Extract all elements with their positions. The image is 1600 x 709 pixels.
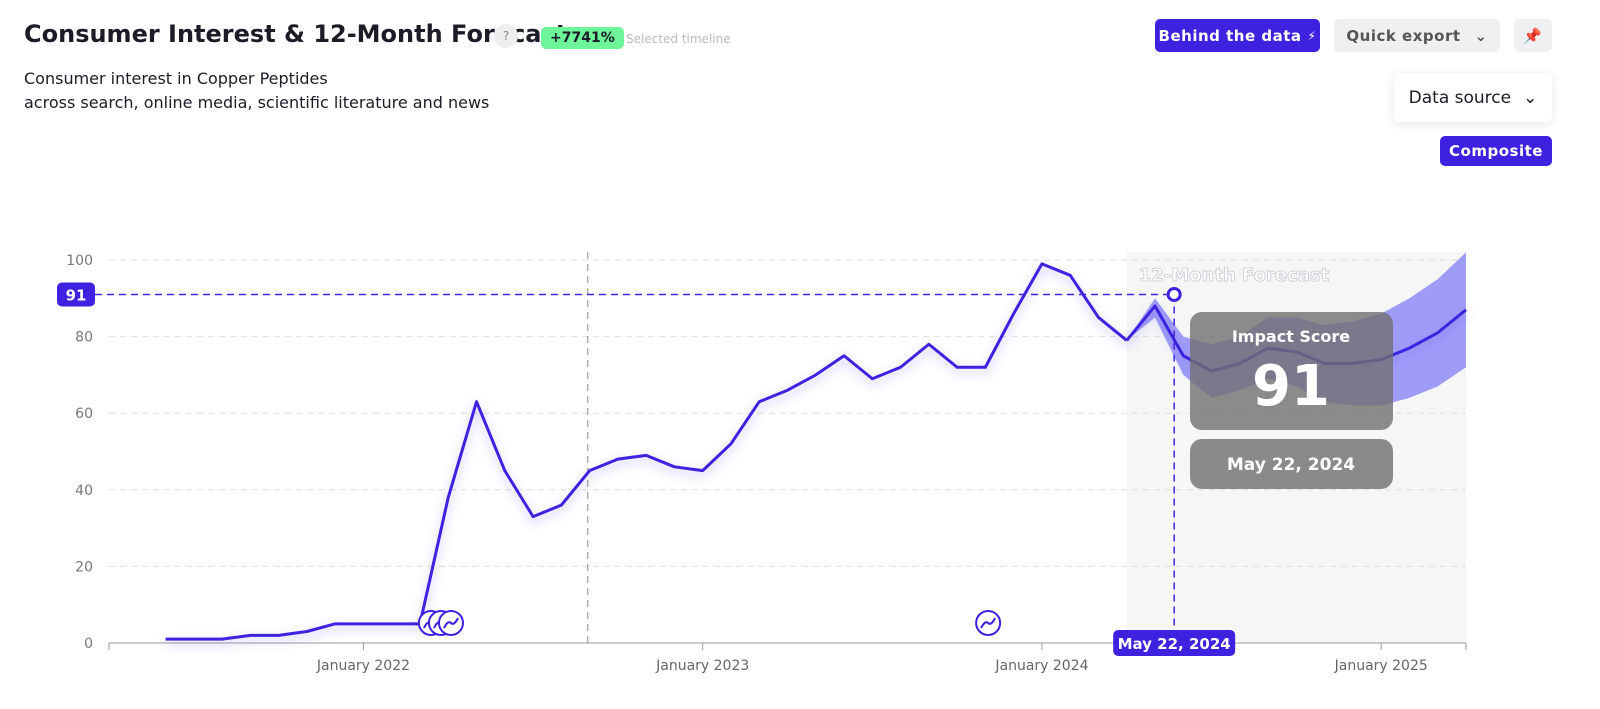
date-tag-label: May 22, 2024 [1118,635,1231,653]
subtitle: Consumer interest in Copper Peptides [24,69,328,88]
date-box [1190,439,1393,489]
behind-data-button[interactable]: Behind the data ⚡ [1155,19,1320,52]
dropdown-label: Data source [1408,87,1512,108]
source-option[interactable]: Composite [1440,136,1552,166]
y-tick-label: 60 [75,406,93,422]
value-tag-label: 91 [66,286,87,304]
y-tick-label: 0 [84,636,93,652]
y-tick-label: 20 [75,559,93,575]
x-tick-label: January 2024 [994,658,1088,674]
score-title: Impact Score [1232,327,1350,346]
y-tick-label: 40 [75,483,93,499]
y-tick-label: 100 [66,253,93,269]
bolt-icon: ⚡ [1307,28,1317,43]
score-value: 91 [1252,354,1330,419]
chevron-icon: ⌄ [1474,26,1488,45]
export-button[interactable]: Quick export ⌄ [1334,19,1500,52]
event-glyph [443,617,459,629]
button-label: Behind the data [1158,26,1302,45]
event-marker [975,610,1002,636]
change-badge: +7741% [541,27,624,49]
value-tag [57,282,95,307]
x-tick-label: January 2025 [1334,658,1428,674]
subtitle: across search, online media, scientific … [24,93,490,112]
x-tick-label: January 2022 [316,658,410,674]
page-title: Consumer Interest & 12-Month Forecast [24,20,568,48]
date-tag [1113,630,1236,656]
help-icon[interactable]: ? [494,24,518,48]
date-box-label: May 22, 2024 [1227,455,1355,475]
pin-button[interactable]: 📌 [1514,19,1552,52]
change-caption: Selected timeline [626,32,731,46]
source-dropdown[interactable]: Data source ⌄ [1394,73,1552,122]
highlight-point [1166,286,1182,302]
score-box [1190,312,1393,430]
forecast-label: 12-Month Forecast [1139,265,1330,286]
button-label: Quick export [1346,26,1461,45]
event-marker [437,610,464,636]
x-tick-label: January 2023 [655,658,749,674]
series-line [165,262,1128,641]
event-glyph [980,617,997,629]
y-tick-label: 80 [75,330,93,346]
chevron-icon: ⌄ [1523,87,1538,108]
